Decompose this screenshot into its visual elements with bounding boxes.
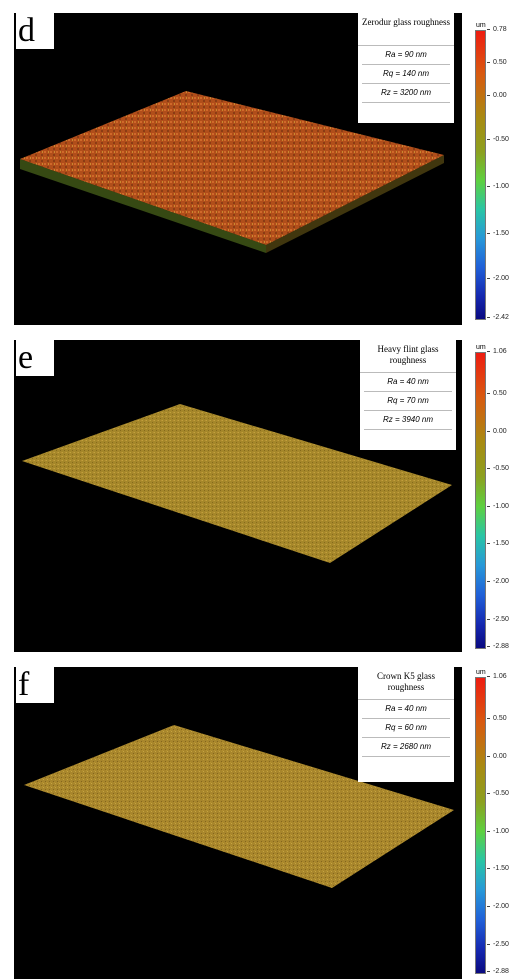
- scale-tick: -1.00: [487, 503, 509, 510]
- color-scale-d: um 0.78 0.50 0.00 -0.50 -1.00 -1.50 -2.0…: [468, 22, 531, 321]
- rz-value: Rz = 3940 nm: [364, 411, 452, 430]
- scale-unit: um: [476, 344, 486, 351]
- info-title: Zerodur glass roughness: [358, 13, 454, 46]
- info-title: Heavy flint glass roughness: [360, 340, 456, 373]
- panel-letter: f: [16, 667, 54, 703]
- scale-tick: 0.50: [487, 390, 507, 397]
- surface-plot-d: [20, 91, 444, 253]
- scale-tick: -1.00: [487, 183, 509, 190]
- scale-tick: -2.50: [487, 941, 509, 948]
- panel-letter: d: [16, 13, 54, 49]
- surface-d-side-right: [266, 155, 444, 253]
- info-title: Crown K5 glass roughness: [358, 667, 454, 700]
- color-scale-bar: [475, 677, 486, 974]
- scale-tick: -0.50: [487, 465, 509, 472]
- roughness-info-box: Zerodur glass roughness Ra = 90 nm Rq = …: [358, 13, 454, 123]
- rq-value: Rq = 60 nm: [362, 719, 450, 738]
- rz-value: Rz = 3200 nm: [362, 84, 450, 103]
- scale-tick: -2.00: [487, 275, 509, 282]
- surface-e: [22, 404, 452, 563]
- panel-f: f Crown K5 glass roughness Ra = 40 nm Rq…: [14, 667, 462, 979]
- scale-tick: -2.88: [487, 643, 509, 650]
- scale-tick: -0.50: [487, 790, 509, 797]
- scale-tick: -1.50: [487, 230, 509, 237]
- scale-tick: 1.06: [487, 348, 507, 355]
- scale-tick: 0.00: [487, 753, 507, 760]
- color-scale-bar: [475, 352, 486, 649]
- scale-tick: -2.42: [487, 314, 509, 321]
- surface-plot-f: [24, 725, 454, 888]
- scale-unit: um: [476, 669, 486, 676]
- scale-tick: 1.06: [487, 673, 507, 680]
- panel-letter: e: [16, 340, 54, 376]
- surface-f: [24, 725, 454, 888]
- color-scale-e: um 1.06 0.50 0.00 -0.50 -1.00 -1.50 -2.0…: [468, 344, 531, 650]
- panel-d: d Zerodur glass roughness Ra = 90 nm Rq …: [14, 13, 462, 325]
- ra-value: Ra = 90 nm: [362, 46, 450, 65]
- scale-tick: 0.78: [487, 26, 507, 33]
- scale-unit: um: [476, 22, 486, 29]
- panel-e: e Heavy flint glass roughness Ra = 40 nm…: [14, 340, 462, 652]
- scale-tick: 0.00: [487, 92, 507, 99]
- surface-d-side: [20, 159, 266, 253]
- scale-tick: -2.50: [487, 616, 509, 623]
- scale-tick: -1.50: [487, 540, 509, 547]
- surface-d: [20, 91, 444, 245]
- surface-plot-e: [22, 404, 452, 563]
- scale-tick: 0.50: [487, 59, 507, 66]
- roughness-info-box: Crown K5 glass roughness Ra = 40 nm Rq =…: [358, 667, 454, 782]
- scale-tick: 0.00: [487, 428, 507, 435]
- scale-tick: -2.88: [487, 968, 509, 975]
- scale-tick: -2.00: [487, 903, 509, 910]
- scale-tick: 0.50: [487, 715, 507, 722]
- scale-tick: -2.00: [487, 578, 509, 585]
- scale-tick: -1.00: [487, 828, 509, 835]
- rq-value: Rq = 140 nm: [362, 65, 450, 84]
- scale-tick: -0.50: [487, 136, 509, 143]
- ra-value: Ra = 40 nm: [364, 373, 452, 392]
- rz-value: Rz = 2680 nm: [362, 738, 450, 757]
- color-scale-f: um 1.06 0.50 0.00 -0.50 -1.00 -1.50 -2.0…: [468, 669, 531, 975]
- rq-value: Rq = 70 nm: [364, 392, 452, 411]
- scale-tick: -1.50: [487, 865, 509, 872]
- ra-value: Ra = 40 nm: [362, 700, 450, 719]
- color-scale-bar: [475, 30, 486, 320]
- roughness-info-box: Heavy flint glass roughness Ra = 40 nm R…: [360, 340, 456, 450]
